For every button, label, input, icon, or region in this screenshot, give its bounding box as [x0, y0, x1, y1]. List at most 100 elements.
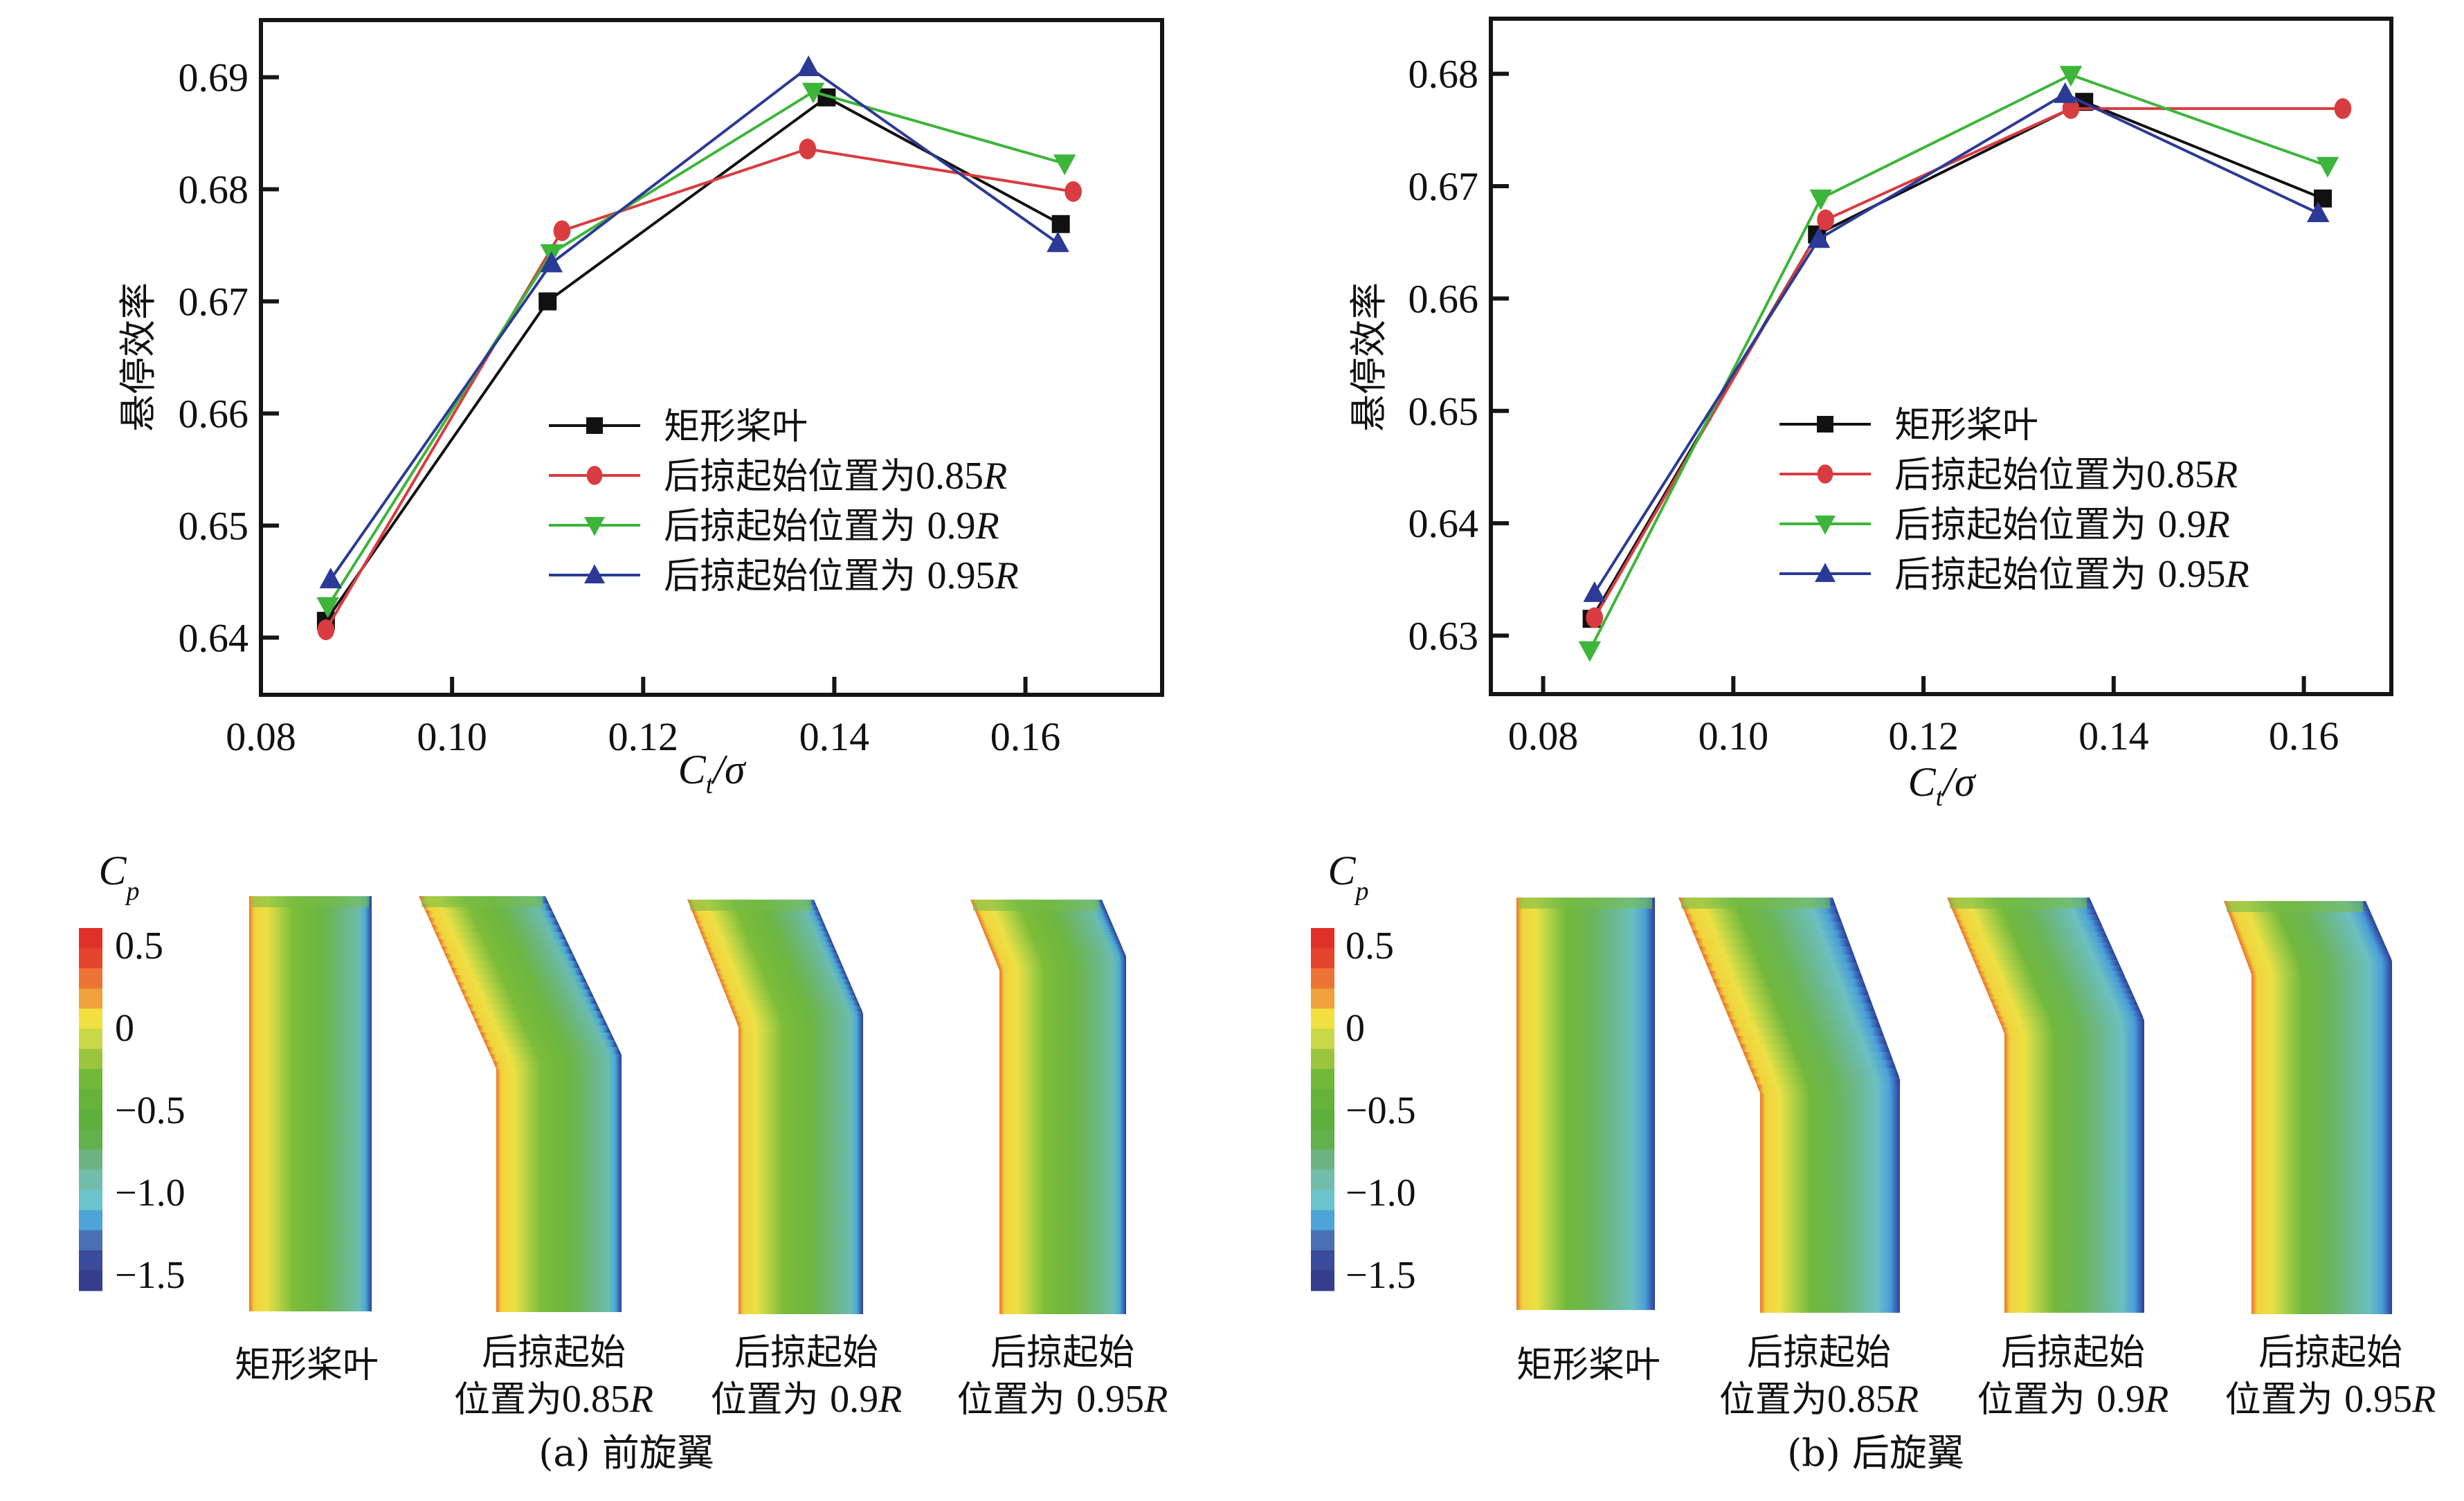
blade-surface-swept	[710, 958, 842, 964]
colorbar-a-band	[79, 1028, 102, 1050]
chart-a-legend-entry: 后掠起始位置为 0.95R	[549, 554, 1019, 597]
blade-label-line1: 后掠起始	[482, 1332, 626, 1374]
blade-surface-swept	[1722, 1003, 1876, 1012]
blade-surface-swept	[2236, 934, 2382, 938]
blade-surface-swept	[1705, 963, 1860, 972]
blade-surface-swept	[2242, 949, 2389, 954]
blade-surface-swept	[435, 931, 567, 940]
blade-surface-swept	[696, 920, 826, 927]
chart-b-series-line	[1593, 92, 2319, 594]
chart-b-ytick-label: 0.63	[1408, 614, 1479, 659]
chart-b-ytick-label: 0.68	[1408, 52, 1479, 97]
chart-b-series-0	[1582, 93, 2332, 628]
blade-surface-swept	[995, 961, 1126, 965]
blade-surface-swept	[986, 938, 1120, 942]
blade-surface-swept	[473, 1018, 608, 1026]
blade-surface-swept	[1702, 954, 1858, 963]
blade-surface-swept	[2250, 971, 2392, 975]
colorbar-a-tick-label: −1.5	[115, 1254, 185, 1297]
chart-a-legend-entry: 后掠起始位置为0.85R	[549, 455, 1007, 498]
blade-surface-swept	[1743, 1052, 1894, 1061]
colorbar-a-band	[79, 968, 102, 989]
chart-b-data-point	[1583, 581, 1606, 602]
chart-a-data-point	[538, 292, 557, 311]
chart-a-xtick-label: 0.14	[799, 714, 870, 759]
legend-label: 后掠起始位置为 0.9R	[664, 504, 999, 547]
blade-surface	[1516, 898, 1655, 1310]
blade-surface-swept	[992, 952, 1126, 956]
blade-surface-swept	[470, 1011, 605, 1019]
legend-label: 后掠起始位置为 0.95R	[664, 554, 1019, 597]
blade-surface-swept	[2234, 928, 2380, 933]
blade-surface-swept	[493, 1061, 622, 1069]
blade-surface-swept	[1750, 1068, 1900, 1077]
blade-surface-swept	[1961, 931, 2108, 938]
legend-marker-icon	[1817, 464, 1833, 484]
blade-tip-band	[690, 900, 811, 911]
chart-a-marks	[316, 55, 1082, 641]
blade-surface-inboard	[739, 1013, 863, 1314]
blade-surface-swept	[694, 916, 824, 922]
chart-a-y-axis-title: 悬停效率	[116, 282, 160, 432]
chart-a-series-line	[326, 90, 1065, 608]
chart-a-data-point	[553, 220, 571, 242]
blade-surface-swept	[993, 955, 1126, 959]
blade-surface-swept	[691, 910, 822, 916]
blade-surface-swept	[454, 975, 588, 983]
blade-surface-swept	[2243, 953, 2391, 957]
blade-surface-swept	[977, 917, 1112, 921]
blade-surface-swept	[464, 997, 598, 1005]
legend-marker-icon	[584, 564, 605, 583]
blade-label-line2: 位置为0.85R	[454, 1378, 653, 1421]
blade-surface-swept	[1990, 999, 2139, 1006]
blade-surface-inboard	[999, 956, 1126, 1314]
blade-surface-swept	[736, 1021, 863, 1028]
chart-b-marks	[1578, 66, 2352, 662]
chart-b-xtick-label: 0.16	[2269, 713, 2339, 758]
chart-a-series-line	[325, 147, 1074, 631]
colorbar-a-band	[79, 1048, 102, 1070]
chart-a-ytick-label: 0.64	[179, 615, 249, 660]
blade-surface-inboard	[1760, 1079, 1900, 1313]
chart-a-xtick-label: 0.12	[608, 714, 679, 759]
blade-surface-swept	[706, 947, 837, 954]
blade-label-line1: 矩形桨叶	[1516, 1345, 1660, 1386]
blade-surface-swept	[438, 939, 570, 947]
chart-a-legend-entry: 矩形桨叶	[549, 406, 808, 448]
colorbar-a-band	[79, 1230, 102, 1251]
blade-surface-swept	[1688, 922, 1845, 931]
blade-surface-swept	[1698, 946, 1854, 956]
blade-surface-swept	[982, 929, 1116, 933]
colorbar-b-band	[1311, 988, 1334, 1010]
chart-b-ytick-label: 0.66	[1408, 276, 1479, 321]
blade-surface-swept	[2231, 919, 2376, 923]
blade-surface-swept	[1732, 1028, 1885, 1037]
colorbar-b-band	[1311, 1230, 1334, 1251]
blade-surface-swept	[458, 982, 591, 990]
blade-tip-band	[252, 896, 369, 907]
blade-surface-swept	[976, 914, 1110, 918]
chart-a-xtick-label: 0.16	[990, 714, 1061, 759]
legend-marker-icon	[586, 417, 603, 434]
chart-a-ticks: 0.64 0.65 0.66 0.67 0.68 0.69 0.08 0.10 0.12 0.14…	[179, 55, 1061, 759]
blade-a-3: 后掠起始位置为 0.95R	[957, 900, 1168, 1421]
blade-surface-swept	[460, 989, 595, 998]
blade-surface-swept	[700, 931, 831, 938]
blade-label-line2: 位置为 0.95R	[957, 1378, 1168, 1421]
colorbar-b-tick-label: −0.5	[1346, 1089, 1416, 1132]
chart-b-ytick-label: 0.67	[1408, 164, 1479, 209]
blade-surface-swept	[1725, 1011, 1878, 1021]
chart-a-data-point	[317, 619, 335, 641]
blade-surface-swept	[721, 984, 853, 991]
blade-surface-inboard	[2252, 961, 2392, 1314]
blade-surface-swept	[980, 923, 1114, 927]
blade-surface-swept	[734, 1016, 863, 1023]
blade-surface-swept	[1968, 948, 2116, 955]
colorbar-b-tick-label: 0	[1346, 1007, 1365, 1050]
chart-b-data-point	[2334, 98, 2352, 119]
colorbar-b-band	[1311, 1190, 1334, 1211]
blade-surface-swept	[730, 1006, 863, 1012]
chart-b-xtick-label: 0.10	[1698, 713, 1769, 758]
blade-surface-swept	[1712, 979, 1867, 988]
